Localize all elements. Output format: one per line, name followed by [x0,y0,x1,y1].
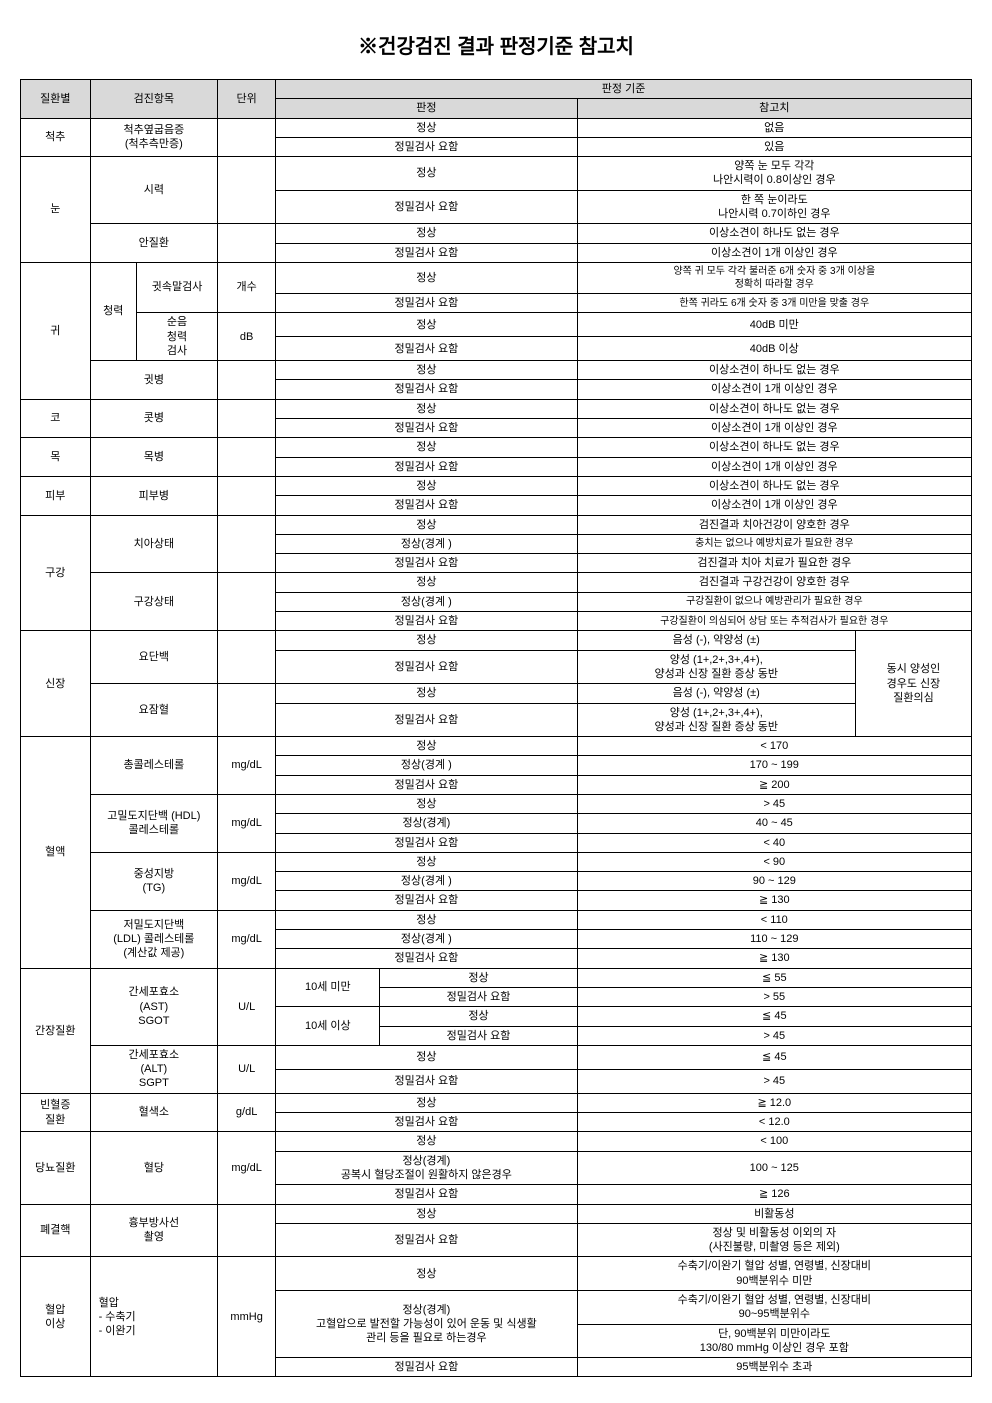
kidney-disease: 신장 [21,631,91,737]
page-title: ※건강검진 결과 판정기준 참고치 [20,30,972,59]
th-unit: 단위 [218,80,276,119]
blood-tc: 총콜레스테롤 [90,737,218,795]
spine-item: 척추옆굽음증(척추측만증) [90,118,218,157]
liver-alt: 간세포효소(ALT)SGPT [90,1045,218,1093]
ear-pure-rd: 40dB 이상 [577,337,971,361]
spine-disease: 척추 [21,118,91,157]
blood-tg: 중성지방(TG) [90,852,218,910]
anemia-disease: 빈혈증질환 [21,1093,91,1132]
eye-disease: 눈 [21,157,91,263]
bp-border-j: 정상(경계)고혈압으로 발전할 가능성이 있어 운동 및 식생활관리 등을 필요… [276,1291,578,1358]
anemia-item: 혈색소 [90,1093,218,1132]
spine-r-detail: 있음 [577,137,971,156]
liver-ast: 간세포효소(AST)SGOT [90,968,218,1045]
spine-j-detail: 정밀검사 요함 [276,137,578,156]
nose-item: 콧병 [90,399,218,438]
th-reference: 참고치 [577,99,971,118]
ear-disease: 귀 [21,262,91,399]
liver-age-u10: 10세 미만 [276,968,380,1007]
ear-item-disease: 귓병 [90,361,218,400]
th-criteria: 판정 기준 [276,80,972,99]
diabetes-disease: 당뇨질환 [21,1132,91,1204]
throat-disease: 목 [21,438,91,477]
tb-disease: 폐결핵 [21,1204,91,1257]
ear-whisper: 귓속말검사 [136,262,217,312]
eye-vision: 시력 [90,157,218,224]
eye-vision-rn: 양쪽 눈 모두 각각나안시력이 0.8이상인 경우 [577,157,971,191]
liver-age-o10: 10세 이상 [276,1007,380,1046]
ear-pure: 순음청력검사 [136,313,217,361]
ear-d-rn: 이상소견이 하나도 없는 경우 [577,361,971,380]
spine-r-normal: 없음 [577,118,971,137]
eye-ocular-rn: 이상소견이 하나도 없는 경우 [577,224,971,243]
diabetes-border-j: 정상(경계)공복시 혈당조절이 원활하지 않은경우 [276,1151,578,1185]
eye-vision-rd: 한 쪽 눈이라도나안시력 0.7이하인 경우 [577,190,971,224]
kidney-protein: 요단백 [90,631,218,684]
ear-whisper-rn: 양쪽 귀 모두 각각 불러준 6개 숫자 중 3개 이상을정확히 따라할 경우 [577,262,971,293]
spine-j-normal: 정상 [276,118,578,137]
bp-item: 혈압- 수축기- 이완기 [90,1257,218,1377]
eye-ocular-rd: 이상소견이 1개 이상인 경우 [577,243,971,262]
ear-whisper-unit: 개수 [218,262,276,312]
criteria-table: 질환별 검진항목 단위 판정 기준 판정 참고치 척추 척추옆굽음증(척추측만증… [20,79,972,1377]
skin-item: 피부병 [90,476,218,515]
ear-whisper-rd: 한쪽 귀라도 6개 숫자 중 3개 미만을 맞출 경우 [577,293,971,312]
nose-disease: 코 [21,399,91,438]
kidney-blood: 요잠혈 [90,684,218,737]
diabetes-item: 혈당 [90,1132,218,1204]
tb-item: 흉부방사선촬영 [90,1204,218,1257]
th-disease: 질환별 [21,80,91,119]
blood-ldl: 저밀도지단백(LDL) 콜레스테롤(계산값 제공) [90,910,218,968]
eye-ocular: 안질환 [90,224,218,263]
oral-teeth: 치아상태 [90,515,218,573]
throat-item: 목병 [90,438,218,477]
th-item: 검진항목 [90,80,218,119]
kidney-sidenote: 동시 양성인경우도 신장질환의심 [855,631,971,737]
bp-disease: 혈압이상 [21,1257,91,1377]
ear-hearing: 청력 [90,262,136,360]
oral-disease: 구강 [21,515,91,631]
ear-d-rd: 이상소견이 1개 이상인 경우 [577,380,971,399]
oral-cavity: 구강상태 [90,573,218,631]
ear-pure-unit: dB [218,313,276,361]
liver-disease: 간장질환 [21,968,91,1093]
th-judgment: 판정 [276,99,578,118]
skin-disease: 피부 [21,476,91,515]
blood-disease: 혈액 [21,737,91,969]
ear-pure-rn: 40dB 미만 [577,313,971,337]
blood-hdl: 고밀도지단백 (HDL)콜레스테롤 [90,794,218,852]
